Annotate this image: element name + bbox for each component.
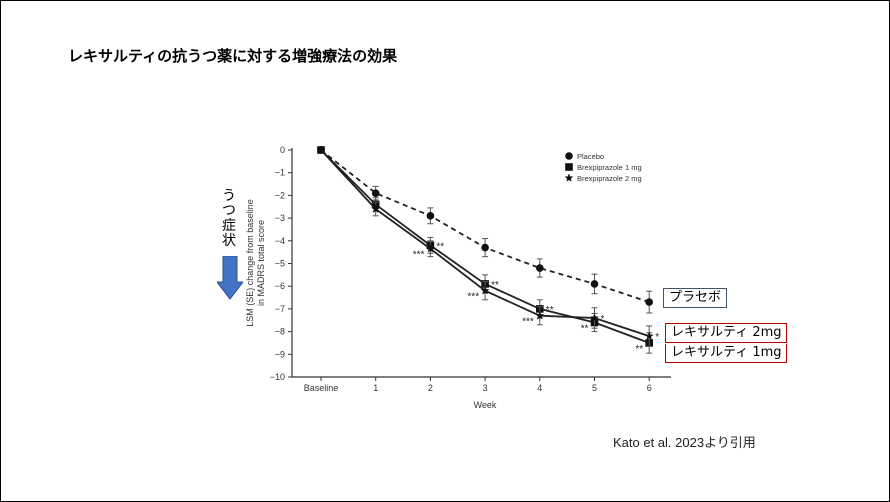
y-tick-label: −8 <box>275 327 285 337</box>
y-tick-label: −2 <box>275 190 285 200</box>
y-axis-label: LSM (SE) change from baselinein MADRS to… <box>245 199 266 327</box>
x-tick-label: 4 <box>537 383 542 393</box>
x-tick-label: 1 <box>373 383 378 393</box>
significance-label: ** <box>635 344 643 355</box>
y-tick-label: −3 <box>275 213 285 223</box>
y-tick-label: 0 <box>280 145 285 155</box>
data-point <box>426 244 435 253</box>
data-point <box>645 298 653 306</box>
callout-2mg: レキサルティ 2mg <box>665 323 787 343</box>
x-tick-label: 5 <box>592 383 597 393</box>
significance-label: *** <box>413 250 425 261</box>
significance-label: ** <box>581 324 589 335</box>
x-tick-label: Baseline <box>304 383 339 393</box>
significance-label: ** <box>546 305 554 316</box>
significance-label: ** <box>436 241 444 252</box>
down-arrow-icon <box>217 256 243 300</box>
data-point <box>481 243 489 252</box>
data-point <box>590 313 599 322</box>
slide-title: レキサルティの抗うつ薬に対する増強療法の効果 <box>68 47 398 65</box>
legend-marker <box>565 163 573 171</box>
significance-label: * <box>655 332 659 343</box>
callout-1mg: レキサルティ 1mg <box>665 344 787 363</box>
side-label: うつ症状 <box>222 188 236 249</box>
data-point <box>480 286 490 295</box>
x-axis-label: Week <box>474 400 497 410</box>
legend-marker <box>564 173 574 182</box>
data-point <box>535 311 545 320</box>
callout-placebo: プラセボ <box>663 288 728 308</box>
y-tick-label: −7 <box>275 304 285 314</box>
legend-marker <box>565 152 573 160</box>
significance-label: *** <box>522 317 534 328</box>
y-tick-label: −1 <box>275 168 285 178</box>
data-point <box>644 331 654 340</box>
y-tick-label: −9 <box>275 349 285 359</box>
x-tick-label: 2 <box>428 383 433 393</box>
x-tick-label: 6 <box>647 383 652 393</box>
data-point <box>371 204 380 213</box>
legend-label: Placebo <box>577 152 604 161</box>
data-point <box>536 264 544 272</box>
citation: Kato et al. 2023より引用 <box>613 435 756 450</box>
significance-label: *** <box>467 292 479 303</box>
data-point <box>316 145 326 154</box>
y-tick-label: −10 <box>270 372 285 382</box>
legend-label: Brexpiprazole 1 mg <box>577 163 642 172</box>
x-tick-label: 3 <box>483 383 488 393</box>
data-point <box>590 280 599 288</box>
data-point <box>426 212 435 220</box>
y-tick-label: −5 <box>275 259 285 269</box>
legend-label: Brexpiprazole 2 mg <box>577 174 642 183</box>
y-tick-label: −4 <box>275 236 285 246</box>
data-point <box>371 189 380 197</box>
significance-label: * <box>601 314 605 325</box>
significance-label: ** <box>491 280 499 291</box>
y-tick-label: −6 <box>275 281 285 291</box>
